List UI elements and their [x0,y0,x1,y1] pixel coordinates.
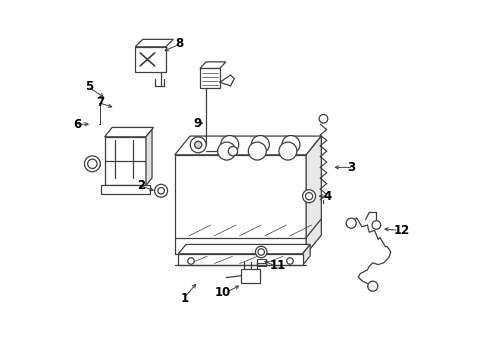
Text: 6: 6 [73,118,81,131]
Circle shape [218,142,236,160]
Circle shape [190,137,206,153]
Text: 5: 5 [85,80,93,93]
Circle shape [88,159,97,168]
Polygon shape [303,244,310,265]
Text: 12: 12 [393,224,410,237]
Circle shape [195,141,202,148]
Text: 1: 1 [181,292,189,305]
Circle shape [158,188,164,194]
Bar [178,254,303,265]
Polygon shape [306,136,321,254]
Polygon shape [200,62,226,68]
Circle shape [251,135,270,153]
Circle shape [188,258,194,264]
Bar [101,185,149,194]
Circle shape [155,184,168,197]
Bar [200,68,220,88]
Polygon shape [178,244,310,254]
Circle shape [228,147,238,156]
Text: 10: 10 [215,286,231,299]
Circle shape [282,135,300,153]
Circle shape [258,249,265,255]
Circle shape [287,258,293,264]
Text: 9: 9 [193,117,201,130]
Text: 4: 4 [323,190,332,203]
Text: 3: 3 [347,161,356,174]
Circle shape [305,193,313,200]
Polygon shape [146,129,152,185]
Text: 8: 8 [175,37,183,50]
Polygon shape [135,47,166,72]
Circle shape [84,156,100,172]
Text: 11: 11 [270,259,286,272]
Polygon shape [135,39,173,47]
Polygon shape [104,137,146,185]
Polygon shape [175,136,321,155]
Circle shape [372,221,381,229]
Bar [241,269,261,283]
Circle shape [303,190,316,203]
Circle shape [279,142,297,160]
Polygon shape [175,155,306,254]
Text: 7: 7 [96,96,104,109]
Text: 2: 2 [137,179,145,192]
Circle shape [346,218,356,228]
Circle shape [255,246,267,258]
Circle shape [319,114,328,123]
Circle shape [248,142,266,160]
Circle shape [220,135,239,153]
Polygon shape [104,127,153,137]
Circle shape [368,281,378,291]
